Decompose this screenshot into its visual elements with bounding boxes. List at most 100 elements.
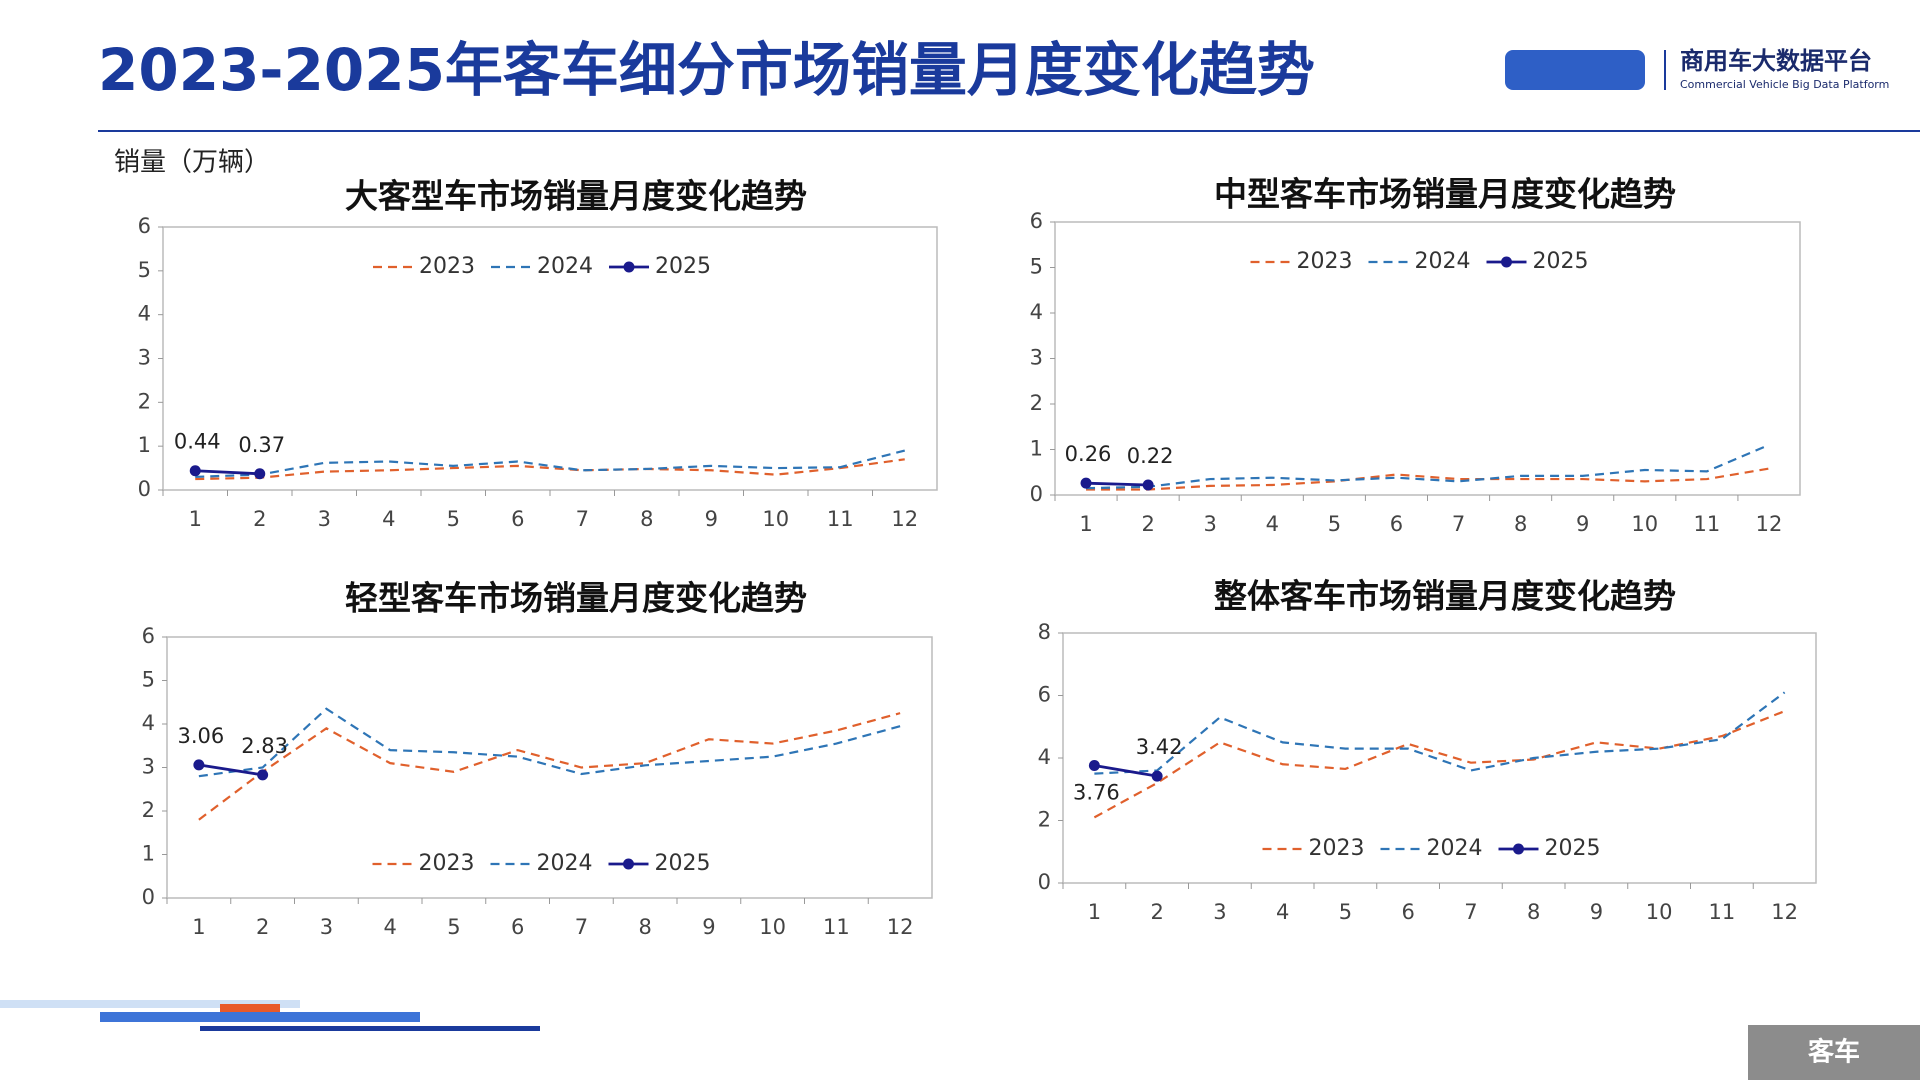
legend-label: 2023 xyxy=(1309,836,1365,861)
footer-label: 客车 xyxy=(1808,1037,1860,1068)
x-tick-label: 3 xyxy=(1213,900,1226,924)
y-tick-label: 0 xyxy=(142,885,155,909)
x-tick-label: 10 xyxy=(762,507,789,531)
x-tick-label: 2 xyxy=(253,507,266,531)
x-tick-label: 6 xyxy=(511,507,524,531)
footer-box xyxy=(1748,1025,1920,1080)
x-tick-label: 10 xyxy=(1631,512,1658,536)
y-tick-label: 6 xyxy=(1038,683,1051,707)
truck-graphic xyxy=(0,1000,540,1031)
x-tick-label: 5 xyxy=(447,507,460,531)
x-tick-label: 7 xyxy=(1452,512,1465,536)
stripe xyxy=(200,1026,540,1031)
y-tick-label: 4 xyxy=(1038,745,1051,769)
point xyxy=(1080,477,1092,489)
x-tick-label: 1 xyxy=(1088,900,1101,924)
x-tick-label: 3 xyxy=(320,915,333,939)
y-tick-label: 6 xyxy=(1030,209,1043,233)
x-tick-label: 9 xyxy=(1590,900,1603,924)
x-tick-label: 11 xyxy=(1709,900,1736,924)
logo-subtitle: Commercial Vehicle Big Data Platform xyxy=(1680,78,1889,91)
point xyxy=(189,465,201,477)
slide-title: 2023-2025年客车细分市场销量月度变化趋势 xyxy=(98,36,1315,104)
x-tick-label: 12 xyxy=(891,507,918,531)
series-line xyxy=(1094,764,1158,778)
x-tick-label: 6 xyxy=(1401,900,1414,924)
series-line xyxy=(198,763,263,777)
legend-marker xyxy=(623,261,635,273)
x-tick-label: 8 xyxy=(1527,900,1540,924)
point xyxy=(1088,760,1100,771)
point xyxy=(1142,479,1154,491)
x-tick-label: 6 xyxy=(1390,512,1403,536)
legend-label: 2023 xyxy=(419,851,475,876)
x-tick-label: 7 xyxy=(575,915,588,939)
data-label: 0.44 xyxy=(174,430,221,454)
y-tick-label: 2 xyxy=(1030,391,1043,415)
x-tick-label: 11 xyxy=(823,915,850,939)
y-tick-label: 5 xyxy=(142,668,155,692)
x-tick-label: 8 xyxy=(638,915,651,939)
x-tick-label: 9 xyxy=(1576,512,1589,536)
x-tick-label: 5 xyxy=(1328,512,1341,536)
x-tick-label: 11 xyxy=(1694,512,1721,536)
legend-marker xyxy=(623,858,634,870)
data-label: 0.26 xyxy=(1065,442,1112,466)
series-line xyxy=(195,469,260,476)
series-line xyxy=(198,707,901,778)
series-line xyxy=(1086,443,1770,490)
x-tick-label: 9 xyxy=(705,507,718,531)
series-line xyxy=(198,712,901,821)
x-tick-label: 4 xyxy=(382,507,395,531)
legend-label: 2025 xyxy=(1545,836,1601,861)
y-tick-label: 2 xyxy=(1038,808,1051,832)
x-tick-label: 7 xyxy=(576,507,589,531)
x-tick-label: 4 xyxy=(383,915,396,939)
data-label: 3.76 xyxy=(1073,781,1120,805)
x-tick-label: 1 xyxy=(189,507,202,531)
x-tick-label: 3 xyxy=(1204,512,1217,536)
x-tick-label: 2 xyxy=(1141,512,1154,536)
stripe xyxy=(100,1012,420,1022)
legend-label: 2025 xyxy=(1533,249,1589,274)
point xyxy=(257,769,269,781)
legend-marker xyxy=(1513,843,1524,855)
x-tick-label: 8 xyxy=(640,507,653,531)
x-tick-label: 9 xyxy=(702,915,715,939)
legend-label: 2024 xyxy=(1415,249,1471,274)
series-line xyxy=(195,449,906,478)
unit-label: 销量（万辆） xyxy=(114,148,270,178)
y-tick-label: 1 xyxy=(1030,437,1043,461)
x-tick-label: 12 xyxy=(887,915,914,939)
x-tick-label: 2 xyxy=(256,915,269,939)
y-tick-label: 0 xyxy=(138,477,151,501)
series-line xyxy=(195,458,905,481)
x-tick-label: 5 xyxy=(447,915,460,939)
series-line xyxy=(1093,710,1786,819)
x-tick-label: 4 xyxy=(1266,512,1279,536)
y-tick-label: 5 xyxy=(1030,255,1043,279)
y-tick-label: 1 xyxy=(142,842,155,866)
legend-label: 2024 xyxy=(1427,836,1483,861)
x-tick-label: 1 xyxy=(1079,512,1092,536)
y-tick-label: 5 xyxy=(138,258,151,282)
point xyxy=(193,759,205,771)
point xyxy=(1151,770,1163,782)
stripe xyxy=(0,1000,300,1008)
x-tick-label: 3 xyxy=(318,507,331,531)
data-label: 0.22 xyxy=(1127,444,1174,468)
logo-name: 商用车大数据平台 xyxy=(1680,47,1872,75)
legend-label: 2024 xyxy=(537,851,593,876)
legend-label: 2025 xyxy=(655,851,711,876)
series-line xyxy=(1086,481,1149,487)
x-tick-label: 4 xyxy=(1276,900,1289,924)
logo: 商用车大数据平台 Commercial Vehicle Big Data Pla… xyxy=(1505,47,1889,91)
y-tick-label: 3 xyxy=(142,755,155,779)
legend-label: 2024 xyxy=(537,254,593,279)
x-tick-label: 2 xyxy=(1150,900,1163,924)
y-tick-label: 0 xyxy=(1038,870,1051,894)
y-tick-label: 2 xyxy=(142,798,155,822)
y-tick-label: 4 xyxy=(138,302,151,326)
y-tick-label: 6 xyxy=(142,624,155,648)
y-tick-label: 1 xyxy=(138,433,151,457)
